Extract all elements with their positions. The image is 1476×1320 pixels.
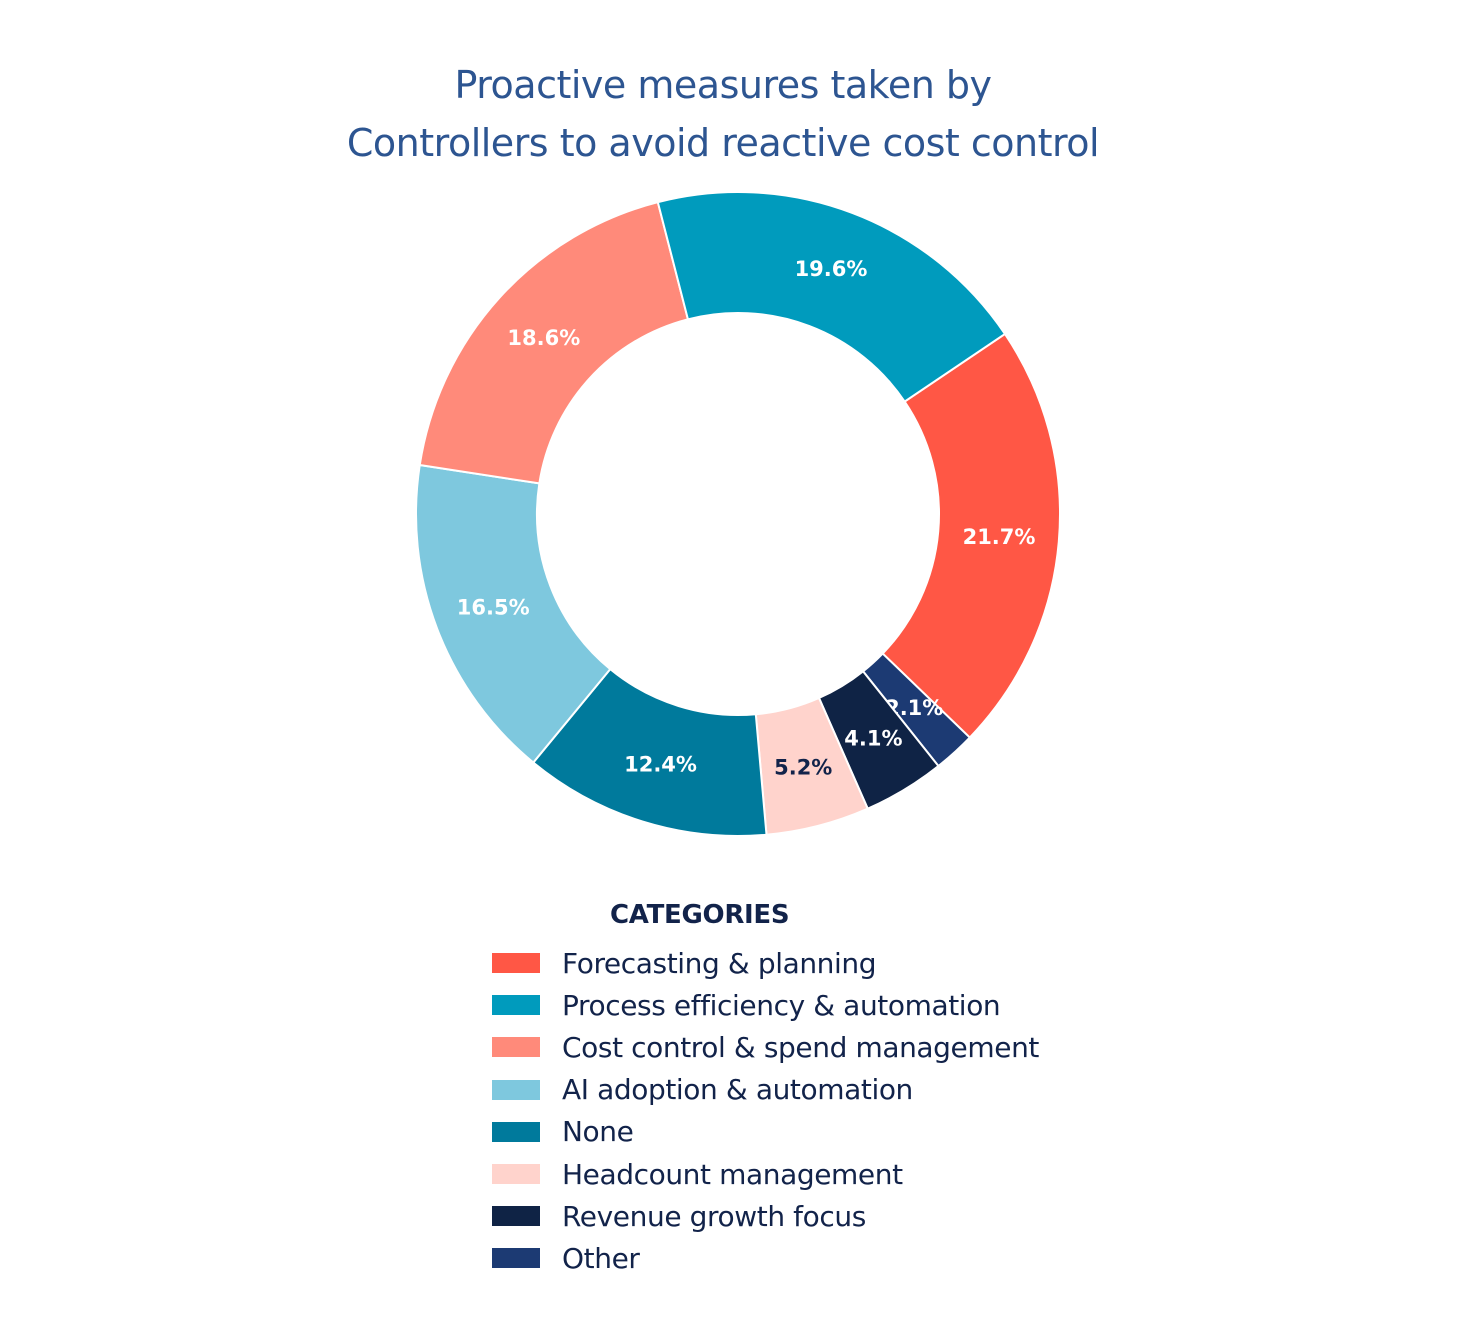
legend-label-6: Revenue growth focus — [562, 1199, 866, 1233]
chart-title-line-2: Controllers to avoid reactive cost contr… — [346, 121, 1100, 165]
legend-label-3: AI adoption & automation — [562, 1073, 913, 1107]
chart-title-line-1: Proactive measures taken by — [454, 63, 992, 107]
legend-label-0: Forecasting & planning — [562, 946, 877, 980]
legend-title: CATEGORIES — [610, 900, 790, 930]
legend-item-4: None — [492, 1111, 1039, 1153]
legend-swatch-2 — [492, 1037, 540, 1058]
slice-value-label-5: 16.5% — [457, 595, 530, 619]
legend-label-5: Headcount management — [562, 1157, 903, 1191]
legend-label-4: None — [562, 1115, 634, 1149]
slice-value-label-3: 5.2% — [774, 756, 832, 780]
donut-slice-0 — [881, 332, 1061, 739]
slice-value-label-2: 4.1% — [844, 726, 902, 750]
legend-items: Forecasting & planning Process efficiency… — [492, 942, 1039, 1280]
legend-swatch-7 — [492, 1248, 540, 1269]
legend-swatch-1 — [492, 995, 540, 1016]
slice-value-label-7: 19.6% — [795, 257, 868, 281]
legend-item-3: AI adoption & automation — [492, 1069, 1039, 1111]
legend-item-1: Process efficiency & automation — [492, 984, 1039, 1026]
legend-item-7: Other — [492, 1237, 1039, 1279]
chart-title: Proactive measures taken by Controllers … — [0, 56, 1446, 172]
legend-label-7: Other — [562, 1241, 640, 1275]
legend-label-2: Cost control & spend management — [562, 1030, 1040, 1064]
legend-swatch-6 — [492, 1206, 540, 1227]
legend-swatch-0 — [492, 953, 540, 974]
donut-slice-6 — [418, 200, 690, 485]
legend-item-2: Cost control & spend management — [492, 1026, 1039, 1068]
legend-swatch-5 — [492, 1164, 540, 1185]
legend-label-1: Process efficiency & automation — [562, 988, 1001, 1022]
slice-value-label-6: 18.6% — [507, 326, 580, 350]
legend-item-6: Revenue growth focus — [492, 1195, 1039, 1237]
legend-item-0: Forecasting & planning — [492, 942, 1039, 984]
legend-swatch-4 — [492, 1121, 540, 1142]
donut-slice-5 — [415, 463, 612, 764]
slice-value-label-4: 12.4% — [624, 752, 697, 776]
legend-swatch-3 — [492, 1079, 540, 1100]
legend-item-5: Headcount management — [492, 1153, 1039, 1195]
donut-slice-7 — [656, 191, 1007, 403]
slice-value-label-0: 21.7% — [963, 525, 1036, 549]
